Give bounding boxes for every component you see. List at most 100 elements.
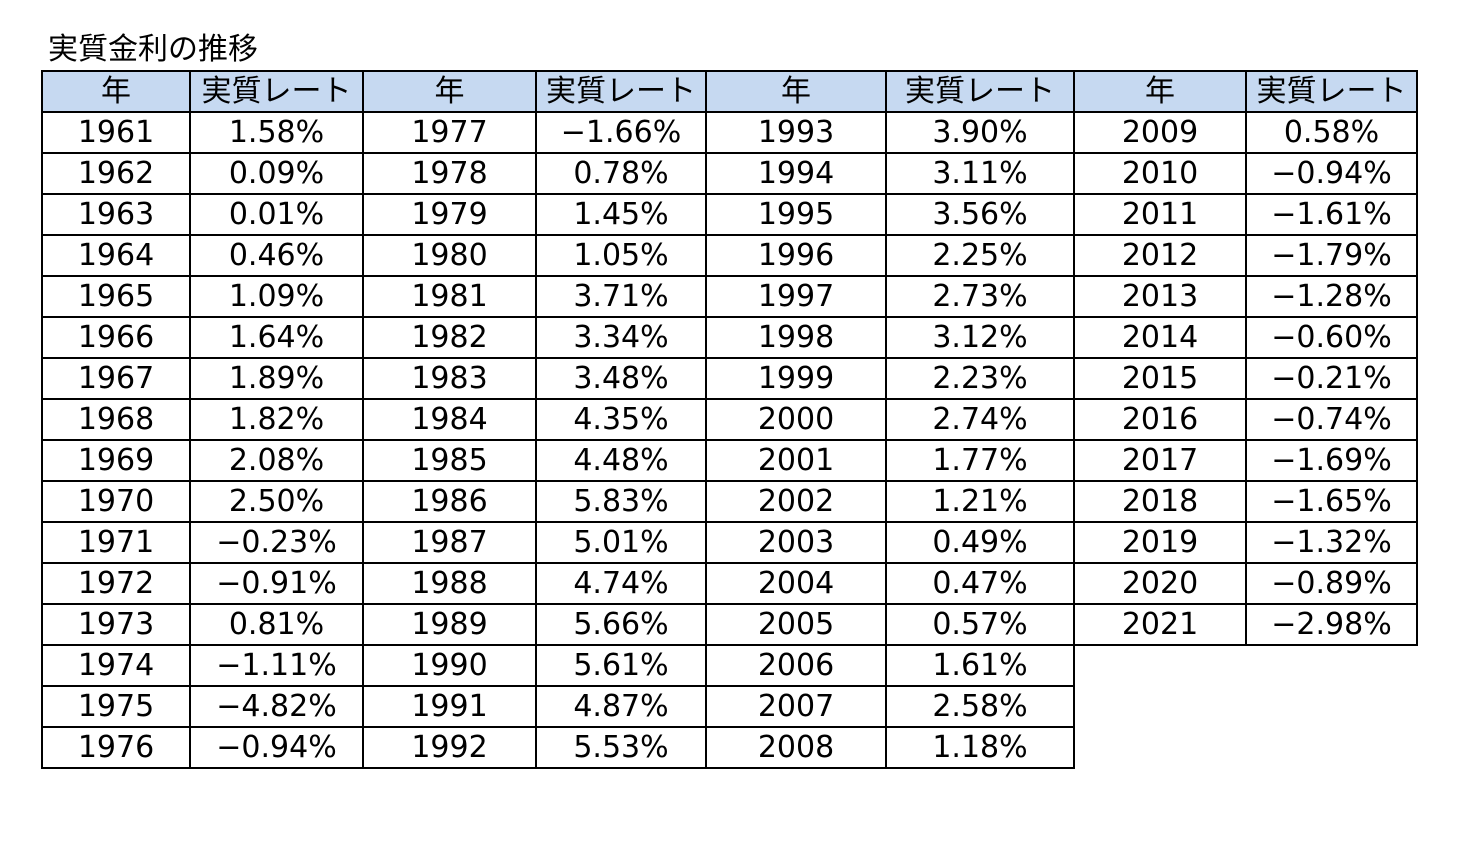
real-rate-cell: −1.66%	[535, 111, 707, 154]
table-row: 1972 −0.91% 1988 4.74% 2004 0.47% 2020 −0.89%	[41, 562, 1418, 605]
real-rate-cell: −0.23%	[189, 521, 364, 564]
real-rate-cell: −0.60%	[1245, 316, 1418, 359]
table-row: 1970 2.50% 1986 5.83% 2002 1.21% 2018 −1.65%	[41, 480, 1418, 523]
year-cell: 1990	[362, 644, 537, 687]
real-rate-cell: 3.34%	[535, 316, 707, 359]
year-cell: 2021	[1073, 603, 1247, 646]
table-row: 1971 −0.23% 1987 5.01% 2003 0.49% 2019 −1.32%	[41, 521, 1418, 564]
real-rate-cell: 0.47%	[885, 562, 1075, 605]
year-cell: 2014	[1073, 316, 1247, 359]
header-year: 年	[705, 70, 887, 113]
table-row: 1974 −1.11% 1990 5.61% 2006 1.61%	[41, 644, 1417, 687]
real-rate-cell: 1.45%	[535, 193, 707, 236]
real-rate-cell: 2.58%	[885, 685, 1075, 728]
real-rate-cell: −1.79%	[1245, 234, 1418, 277]
real-rate-cell: −0.74%	[1245, 398, 1418, 441]
year-cell: 1963	[41, 193, 191, 236]
real-rate-cell: 2.25%	[885, 234, 1075, 277]
table-row: 1964 0.46% 1980 1.05% 1996 2.25% 2012 −1.79%	[41, 234, 1418, 277]
year-cell: 1997	[705, 275, 887, 318]
year-cell: 2015	[1073, 357, 1247, 400]
real-rate-cell: 0.49%	[885, 521, 1075, 564]
real-rate-cell: 3.12%	[885, 316, 1075, 359]
year-cell: 2001	[705, 439, 887, 482]
year-cell: 2018	[1073, 480, 1247, 523]
real-rate-cell: 2.74%	[885, 398, 1075, 441]
real-rate-cell: −1.61%	[1245, 193, 1418, 236]
real-rate-cell: 1.05%	[535, 234, 707, 277]
real-rate-cell: 1.82%	[189, 398, 364, 441]
year-cell: 2009	[1073, 111, 1247, 154]
table-row: 1975 −4.82% 1991 4.87% 2007 2.58%	[41, 685, 1417, 728]
real-rate-cell: 0.46%	[189, 234, 364, 277]
real-rate-cell: 1.61%	[885, 644, 1075, 687]
year-cell: 1976	[41, 726, 191, 769]
real-rate-cell: −0.91%	[189, 562, 364, 605]
year-cell: 1973	[41, 603, 191, 646]
year-cell: 2008	[705, 726, 887, 769]
real-rate-cell: −1.65%	[1245, 480, 1418, 523]
real-rate-cell: −0.89%	[1245, 562, 1418, 605]
real-rate-cell: 2.23%	[885, 357, 1075, 400]
real-rate-cell: −0.21%	[1245, 357, 1418, 400]
header-row: 年 実質レート 年 実質レート 年 実質レート 年 実質レート	[41, 70, 1418, 113]
page-title: 実質金利の推移	[48, 32, 258, 67]
real-rate-cell: −1.28%	[1245, 275, 1418, 318]
table-row: 1965 1.09% 1981 3.71% 1997 2.73% 2013 −1.28%	[41, 275, 1418, 318]
real-rate-cell: 0.58%	[1245, 111, 1418, 154]
table-row: 1962 0.09% 1978 0.78% 1994 3.11% 2010 −0.94%	[41, 152, 1418, 195]
year-cell: 1977	[362, 111, 537, 154]
year-cell: 1967	[41, 357, 191, 400]
real-rate-cell: −1.69%	[1245, 439, 1418, 482]
header-year: 年	[41, 70, 191, 113]
year-cell: 1999	[705, 357, 887, 400]
real-rate-cell: 3.90%	[885, 111, 1075, 154]
real-rate-cell: 0.01%	[189, 193, 364, 236]
year-cell: 2013	[1073, 275, 1247, 318]
year-cell: 2006	[705, 644, 887, 687]
year-cell: 2016	[1073, 398, 1247, 441]
table-row: 1973 0.81% 1989 5.66% 2005 0.57% 2021 −2.98%	[41, 603, 1418, 646]
year-cell: 1970	[41, 480, 191, 523]
year-cell: 2010	[1073, 152, 1247, 195]
real-rate-cell: 1.77%	[885, 439, 1075, 482]
real-rate-cell: 4.87%	[535, 685, 707, 728]
real-rate-table: 年 実質レート 年 実質レート 年 実質レート 年 実質レート 1961 1.58…	[41, 70, 1418, 769]
year-cell: 1996	[705, 234, 887, 277]
real-rate-cell: −4.82%	[189, 685, 364, 728]
year-cell: 1986	[362, 480, 537, 523]
year-cell: 1971	[41, 521, 191, 564]
year-cell: 1974	[41, 644, 191, 687]
year-cell: 2002	[705, 480, 887, 523]
real-rate-cell: −0.94%	[189, 726, 364, 769]
real-rate-cell: 1.64%	[189, 316, 364, 359]
table-row: 1969 2.08% 1985 4.48% 2001 1.77% 2017 −1.69%	[41, 439, 1418, 482]
year-cell: 1962	[41, 152, 191, 195]
header-real-rate: 実質レート	[1245, 70, 1418, 113]
year-cell: 1979	[362, 193, 537, 236]
empty-cell	[1246, 645, 1417, 686]
real-rate-cell: 1.58%	[189, 111, 364, 154]
real-rate-cell: 1.89%	[189, 357, 364, 400]
real-rate-cell: −2.98%	[1245, 603, 1418, 646]
header-year: 年	[1073, 70, 1247, 113]
year-cell: 1969	[41, 439, 191, 482]
real-rate-cell: 3.48%	[535, 357, 707, 400]
real-rate-cell: 0.81%	[189, 603, 364, 646]
year-cell: 1978	[362, 152, 537, 195]
year-cell: 1998	[705, 316, 887, 359]
real-rate-cell: 1.21%	[885, 480, 1075, 523]
year-cell: 2005	[705, 603, 887, 646]
year-cell: 1965	[41, 275, 191, 318]
year-cell: 1980	[362, 234, 537, 277]
year-cell: 1989	[362, 603, 537, 646]
year-cell: 1968	[41, 398, 191, 441]
real-rate-cell: 2.73%	[885, 275, 1075, 318]
table-body: 1961 1.58% 1977 −1.66% 1993 3.90% 2009 0.58% 196…	[41, 111, 1418, 769]
year-cell: 1992	[362, 726, 537, 769]
real-rate-cell: 1.09%	[189, 275, 364, 318]
year-cell: 1993	[705, 111, 887, 154]
real-rate-cell: 0.78%	[535, 152, 707, 195]
year-cell: 2020	[1073, 562, 1247, 605]
header-real-rate: 実質レート	[535, 70, 707, 113]
